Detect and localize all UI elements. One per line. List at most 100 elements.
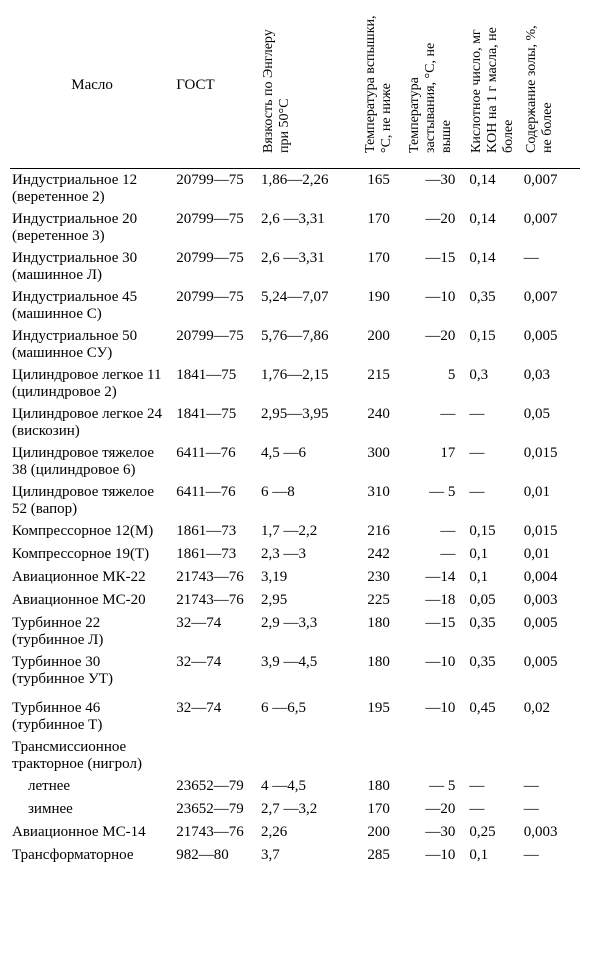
cell-flash: 225 (352, 589, 405, 612)
cell-visc: 2,95 (259, 589, 352, 612)
cell-flash: 190 (352, 286, 405, 325)
cell-acid: 0,15 (463, 325, 521, 364)
table-row: Цилиндровое легкое 24 (вискозин)1841—752… (10, 403, 580, 442)
cell-ash: 0,02 (522, 690, 580, 736)
cell-visc: 2,3 —3 (259, 543, 352, 566)
cell-ash: — (522, 775, 580, 798)
table-row: Цилиндровое тяжелое 38 (цилиндровое 6)64… (10, 442, 580, 481)
cell-gost: 21743—76 (174, 566, 259, 589)
cell-flash: 240 (352, 403, 405, 442)
cell-visc: 2,9 —3,3 (259, 612, 352, 651)
cell-name: Трансмиссионное тракторное (нигрол) (10, 736, 174, 775)
cell-gost: 6411—76 (174, 481, 259, 520)
cell-gost: 20799—75 (174, 208, 259, 247)
cell-ash: 0,05 (522, 403, 580, 442)
cell-name: Трансформаторное (10, 844, 174, 867)
cell-acid: 0,25 (463, 821, 521, 844)
cell-visc: 5,24—7,07 (259, 286, 352, 325)
table-row: Индустриальное 12 (веретенное 2)20799—75… (10, 169, 580, 209)
cell-flash: 285 (352, 844, 405, 867)
cell-gost: 21743—76 (174, 821, 259, 844)
table-row: Компрессорное 19(Т)1861—732,3 —3242—0,10… (10, 543, 580, 566)
cell-name: Компрессорное 19(Т) (10, 543, 174, 566)
cell-acid: 0,14 (463, 247, 521, 286)
table-row: Турбинное 30 (турбинное УТ)32—743,9 —4,5… (10, 651, 580, 690)
cell-acid: — (463, 403, 521, 442)
cell-ash: 0,005 (522, 325, 580, 364)
cell-name: Турбинное 46 (турбинное Т) (10, 690, 174, 736)
cell-ash: — (522, 798, 580, 821)
cell-flash: 310 (352, 481, 405, 520)
cell-flash: 195 (352, 690, 405, 736)
cell-pour: 17 (405, 442, 463, 481)
col-flash: Температура вспышки, °С, не ниже (352, 10, 405, 169)
cell-ash: 0,007 (522, 208, 580, 247)
col-oil-name: Масло (10, 10, 174, 169)
cell-ash: 0,005 (522, 651, 580, 690)
table-row: Трансмиссионное тракторное (нигрол) (10, 736, 580, 775)
cell-visc: 1,76—2,15 (259, 364, 352, 403)
cell-visc: 2,6 —3,31 (259, 208, 352, 247)
cell-gost: 1861—73 (174, 520, 259, 543)
cell-flash: 180 (352, 651, 405, 690)
cell-gost: 20799—75 (174, 169, 259, 209)
cell-pour: —15 (405, 612, 463, 651)
cell-name: Индустриальное 50 (машинное СУ) (10, 325, 174, 364)
cell-pour: —30 (405, 821, 463, 844)
cell-name: Индустриальное 20 (веретенное 3) (10, 208, 174, 247)
cell-acid: 0,05 (463, 589, 521, 612)
table-row: Индустриальное 50 (машинное СУ)20799—755… (10, 325, 580, 364)
cell-acid: — (463, 442, 521, 481)
cell-flash: 216 (352, 520, 405, 543)
cell-name: Индустриальное 30 (машинное Л) (10, 247, 174, 286)
cell-ash: 0,007 (522, 286, 580, 325)
cell-ash: 0,015 (522, 520, 580, 543)
cell-pour (405, 736, 463, 775)
cell-acid: 0,3 (463, 364, 521, 403)
cell-ash: 0,03 (522, 364, 580, 403)
cell-pour: —10 (405, 651, 463, 690)
cell-acid: — (463, 481, 521, 520)
table-row: Цилиндровое легкое 11 (цилиндровое 2)184… (10, 364, 580, 403)
cell-name: Компрессорное 12(М) (10, 520, 174, 543)
col-viscosity: Вязкость по Энглеру при 50°С (259, 10, 352, 169)
cell-ash: 0,015 (522, 442, 580, 481)
table-row: Цилиндровое тяжелое 52 (вапор)6411—766 —… (10, 481, 580, 520)
cell-ash (522, 736, 580, 775)
table-row: Индустриальное 20 (веретенное 3)20799—75… (10, 208, 580, 247)
cell-visc: 3,19 (259, 566, 352, 589)
cell-gost: 32—74 (174, 612, 259, 651)
cell-flash: 180 (352, 612, 405, 651)
cell-name: зимнее (10, 798, 174, 821)
cell-gost: 20799—75 (174, 247, 259, 286)
cell-pour: — (405, 543, 463, 566)
cell-acid: 0,1 (463, 566, 521, 589)
cell-name: Турбинное 30 (турбинное УТ) (10, 651, 174, 690)
cell-acid: 0,1 (463, 543, 521, 566)
cell-ash: — (522, 844, 580, 867)
cell-ash: — (522, 247, 580, 286)
oil-properties-table: Масло ГОСТ Вязкость по Энглеру при 50°С … (10, 10, 580, 867)
cell-visc (259, 736, 352, 775)
table-row: Авиационное МК-2221743—763,19230—140,10,… (10, 566, 580, 589)
cell-name: Цилиндровое тяжелое 38 (цилиндровое 6) (10, 442, 174, 481)
col-ash: Содержание золы, %, не более (522, 10, 580, 169)
cell-name: Индустриальное 12 (веретенное 2) (10, 169, 174, 209)
cell-flash: 165 (352, 169, 405, 209)
cell-visc: 2,95—3,95 (259, 403, 352, 442)
cell-flash: 170 (352, 798, 405, 821)
cell-pour: 5 (405, 364, 463, 403)
cell-gost: 32—74 (174, 690, 259, 736)
table-row: Индустриальное 45 (машинное С)20799—755,… (10, 286, 580, 325)
cell-ash: 0,005 (522, 612, 580, 651)
cell-visc: 2,26 (259, 821, 352, 844)
cell-ash: 0,003 (522, 821, 580, 844)
cell-flash: 300 (352, 442, 405, 481)
table-header-row: Масло ГОСТ Вязкость по Энглеру при 50°С … (10, 10, 580, 169)
cell-pour: —20 (405, 325, 463, 364)
cell-flash: 242 (352, 543, 405, 566)
cell-flash: 170 (352, 247, 405, 286)
cell-gost: 23652—79 (174, 798, 259, 821)
cell-pour: —20 (405, 208, 463, 247)
cell-pour: —18 (405, 589, 463, 612)
